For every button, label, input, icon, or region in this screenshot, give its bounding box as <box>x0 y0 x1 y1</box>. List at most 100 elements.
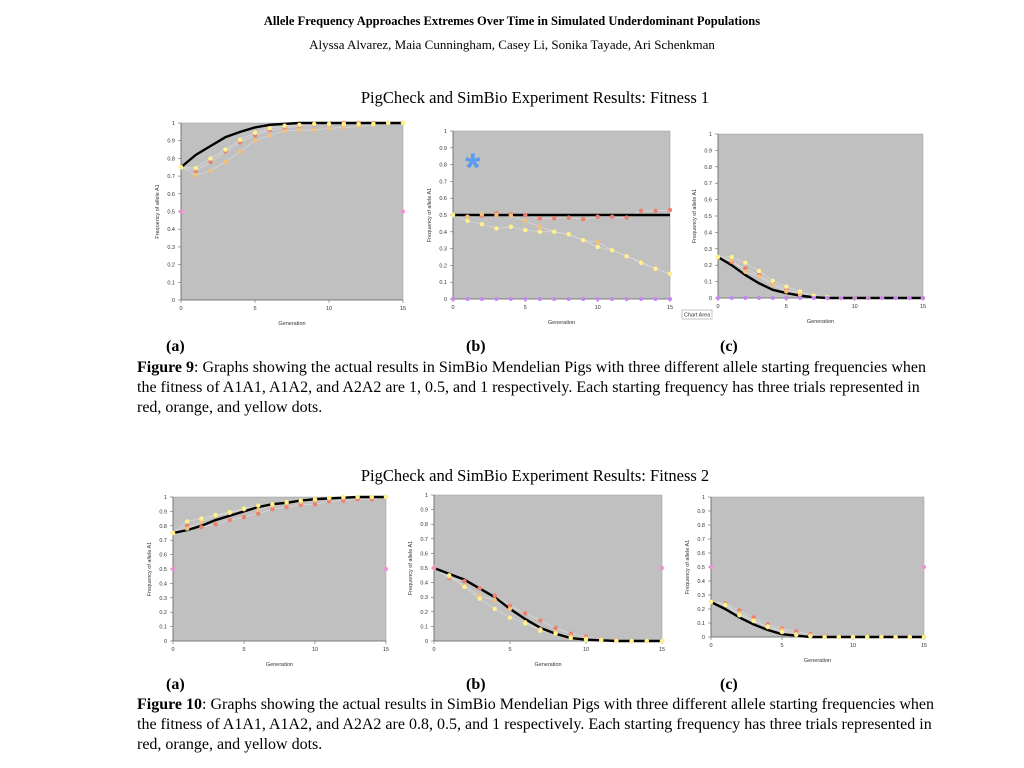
data-point-red <box>213 522 218 527</box>
marker-purple <box>566 297 571 301</box>
marker-pink <box>709 565 713 569</box>
data-point-yellow <box>729 254 734 260</box>
data-point-orange <box>729 258 734 263</box>
data-point-red <box>256 511 261 516</box>
chart-fig10c: 0 0.1 0.2 0.3 0.4 0.5 0.6 0.7 0.8 0.9 1 0 5 10 15 Gener… <box>675 489 932 671</box>
data-point-orange <box>341 125 346 130</box>
x-tick-label: 10 <box>852 304 858 310</box>
marker-purple <box>523 297 528 301</box>
data-point-yellow <box>523 227 528 233</box>
plot-area <box>180 122 404 301</box>
chart-fig10b: 0 0.1 0.2 0.3 0.4 0.5 0.6 0.7 0.8 0.9 1 0 5 10 15 Gener… <box>398 487 670 675</box>
trial-connector-red <box>172 496 387 534</box>
y-tick-label: 0.5 <box>697 565 705 571</box>
data-point-orange <box>193 173 198 178</box>
data-point-red <box>609 214 615 219</box>
chart-area-tooltip <box>681 309 713 320</box>
data-point-orange <box>784 289 789 294</box>
x-tick-label: 0 <box>171 647 174 653</box>
y-tick-label: 0.8 <box>420 522 428 528</box>
marker-purple <box>798 296 802 300</box>
x-tick-label: 10 <box>312 647 318 653</box>
data-point-yellow <box>178 165 184 170</box>
data-point-yellow <box>797 289 803 294</box>
chart-fig9a: 0 0.1 0.2 0.3 0.4 0.5 0.6 0.7 0.8 0.9 1 0 5 10 15 Gener… <box>145 115 411 334</box>
data-point-yellow <box>298 498 303 503</box>
data-point-red <box>523 212 528 218</box>
y-tick-label: 0.6 <box>697 551 705 557</box>
chart-area-tooltip-text: Chart Area <box>684 313 711 319</box>
x-axis-label: Generation <box>804 658 831 664</box>
data-point-yellow <box>737 613 742 618</box>
data-point-orange <box>523 218 528 224</box>
x-tick-label: 10 <box>595 305 601 311</box>
figure9-label-c: (c) <box>720 338 738 355</box>
marker-purple <box>494 297 499 301</box>
data-point-red <box>208 159 213 165</box>
data-point-yellow <box>241 506 247 511</box>
y-tick-label: 0.6 <box>167 192 175 198</box>
data-point-orange <box>492 597 497 603</box>
marker-purple <box>479 297 484 301</box>
data-point-yellow <box>208 156 213 161</box>
y-tick-label: 0.7 <box>420 537 428 543</box>
data-point-yellow <box>708 599 714 605</box>
data-point-yellow <box>447 573 452 578</box>
data-point-yellow <box>170 530 176 536</box>
y-tick-label: 0.5 <box>439 213 447 219</box>
paper-title: Allele Frequency Approaches Extremes Ove… <box>263 14 761 28</box>
data-point-yellow <box>223 147 228 152</box>
data-point-orange <box>312 127 317 133</box>
x-tick-label: 5 <box>785 304 788 310</box>
y-tick-label: 0.2 <box>159 610 167 616</box>
data-point-yellow <box>494 226 499 231</box>
y-tick-label: 0.2 <box>167 263 175 269</box>
model-line <box>433 566 662 643</box>
data-point-red <box>638 208 644 213</box>
marker-purple <box>716 296 720 300</box>
data-point-yellow <box>921 634 927 640</box>
x-tick-label: 0 <box>179 306 182 312</box>
data-point-yellow <box>595 244 600 250</box>
y-tick-label: 0.1 <box>420 624 428 630</box>
y-tick-label: 0 <box>425 639 428 645</box>
data-point-yellow <box>462 584 467 590</box>
y-tick-label: 0.1 <box>167 280 175 286</box>
data-point-orange <box>537 224 542 229</box>
y-tick-label: 0.8 <box>704 165 712 171</box>
data-point-yellow <box>784 284 789 289</box>
marker-purple <box>743 296 748 300</box>
data-point-yellow <box>369 494 374 500</box>
data-point-yellow <box>238 137 243 143</box>
data-point-yellow <box>770 278 775 283</box>
data-point-red <box>227 517 232 523</box>
data-point-yellow <box>523 621 528 626</box>
data-point-yellow <box>270 502 275 507</box>
marker-purple <box>811 296 816 300</box>
data-point-yellow <box>779 629 785 635</box>
data-point-orange <box>223 159 228 165</box>
data-point-red <box>653 208 658 213</box>
x-axis-label: Generation <box>534 662 561 668</box>
marker-pink <box>922 565 926 569</box>
data-point-yellow <box>723 602 728 607</box>
model-line <box>717 255 923 300</box>
marker-purple <box>465 297 470 301</box>
x-tick-label: 15 <box>383 647 389 653</box>
y-tick-label: 0.6 <box>159 553 167 559</box>
y-tick-label: 0.6 <box>420 551 428 557</box>
data-point-yellow <box>743 260 748 265</box>
data-point-orange <box>208 168 213 173</box>
y-tick-label: 0.8 <box>697 523 705 529</box>
data-point-yellow <box>507 615 513 620</box>
data-point-yellow <box>252 130 258 135</box>
data-point-yellow <box>508 224 514 229</box>
figure9-label-b: (b) <box>466 338 486 355</box>
marker-purple <box>770 296 775 300</box>
x-tick-label: 5 <box>780 643 783 649</box>
model-line <box>710 600 924 639</box>
y-tick-label: 0.9 <box>697 509 705 515</box>
figure10-caption-label: Figure 10 <box>137 696 203 713</box>
y-tick-label: 0.4 <box>159 581 167 587</box>
y-tick-label: 0.1 <box>697 621 705 627</box>
